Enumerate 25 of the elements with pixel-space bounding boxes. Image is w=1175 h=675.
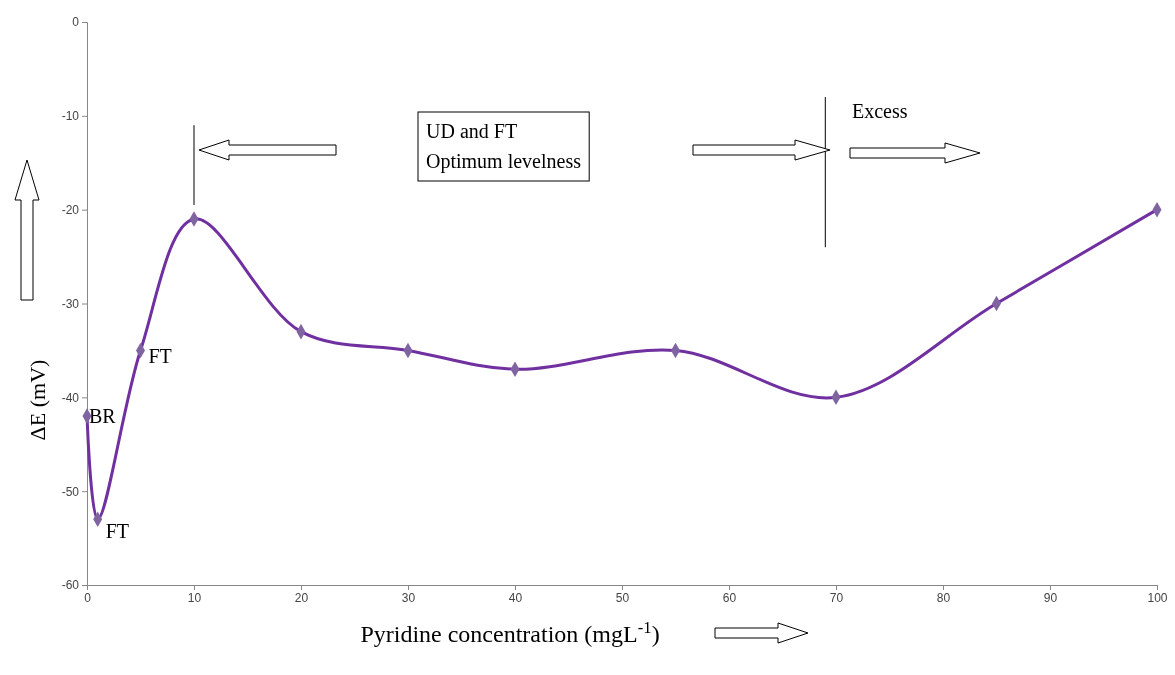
y-tick-label: -20 — [61, 203, 80, 218]
y-tick-label: -30 — [61, 296, 80, 311]
x-tick-label: 10 — [187, 590, 202, 605]
y-tick-label: -60 — [61, 578, 80, 593]
x-axis-title: Pyridine concentration (mgL$^{-1}$) — [360, 617, 660, 647]
x-tick-label: 80 — [936, 590, 951, 605]
x-tick-label: 90 — [1043, 590, 1058, 605]
annotation: Excess — [852, 100, 908, 122]
y-axis-title: ΔE (mV) — [25, 359, 50, 441]
x-tick-label: 50 — [615, 590, 630, 605]
x-tick-label: 60 — [722, 590, 737, 605]
annotation: FT — [148, 345, 172, 368]
annotation: FT — [105, 520, 130, 543]
y-tick-label: -40 — [61, 390, 80, 405]
x-tick-label: 100 — [1147, 590, 1168, 605]
x-tick-label: 30 — [401, 590, 416, 605]
x-tick-label: 70 — [829, 590, 844, 605]
x-tick-label: 20 — [294, 590, 309, 605]
y-tick-label: 0 — [72, 15, 80, 30]
x-tick-label: 0 — [84, 590, 92, 605]
annotation: UD and FT Optimum levelness — [426, 120, 582, 173]
x-tick-label: 40 — [508, 590, 523, 605]
annotation: BR — [89, 405, 117, 428]
y-tick-label: -50 — [61, 484, 80, 499]
y-tick-label: -10 — [61, 109, 80, 124]
